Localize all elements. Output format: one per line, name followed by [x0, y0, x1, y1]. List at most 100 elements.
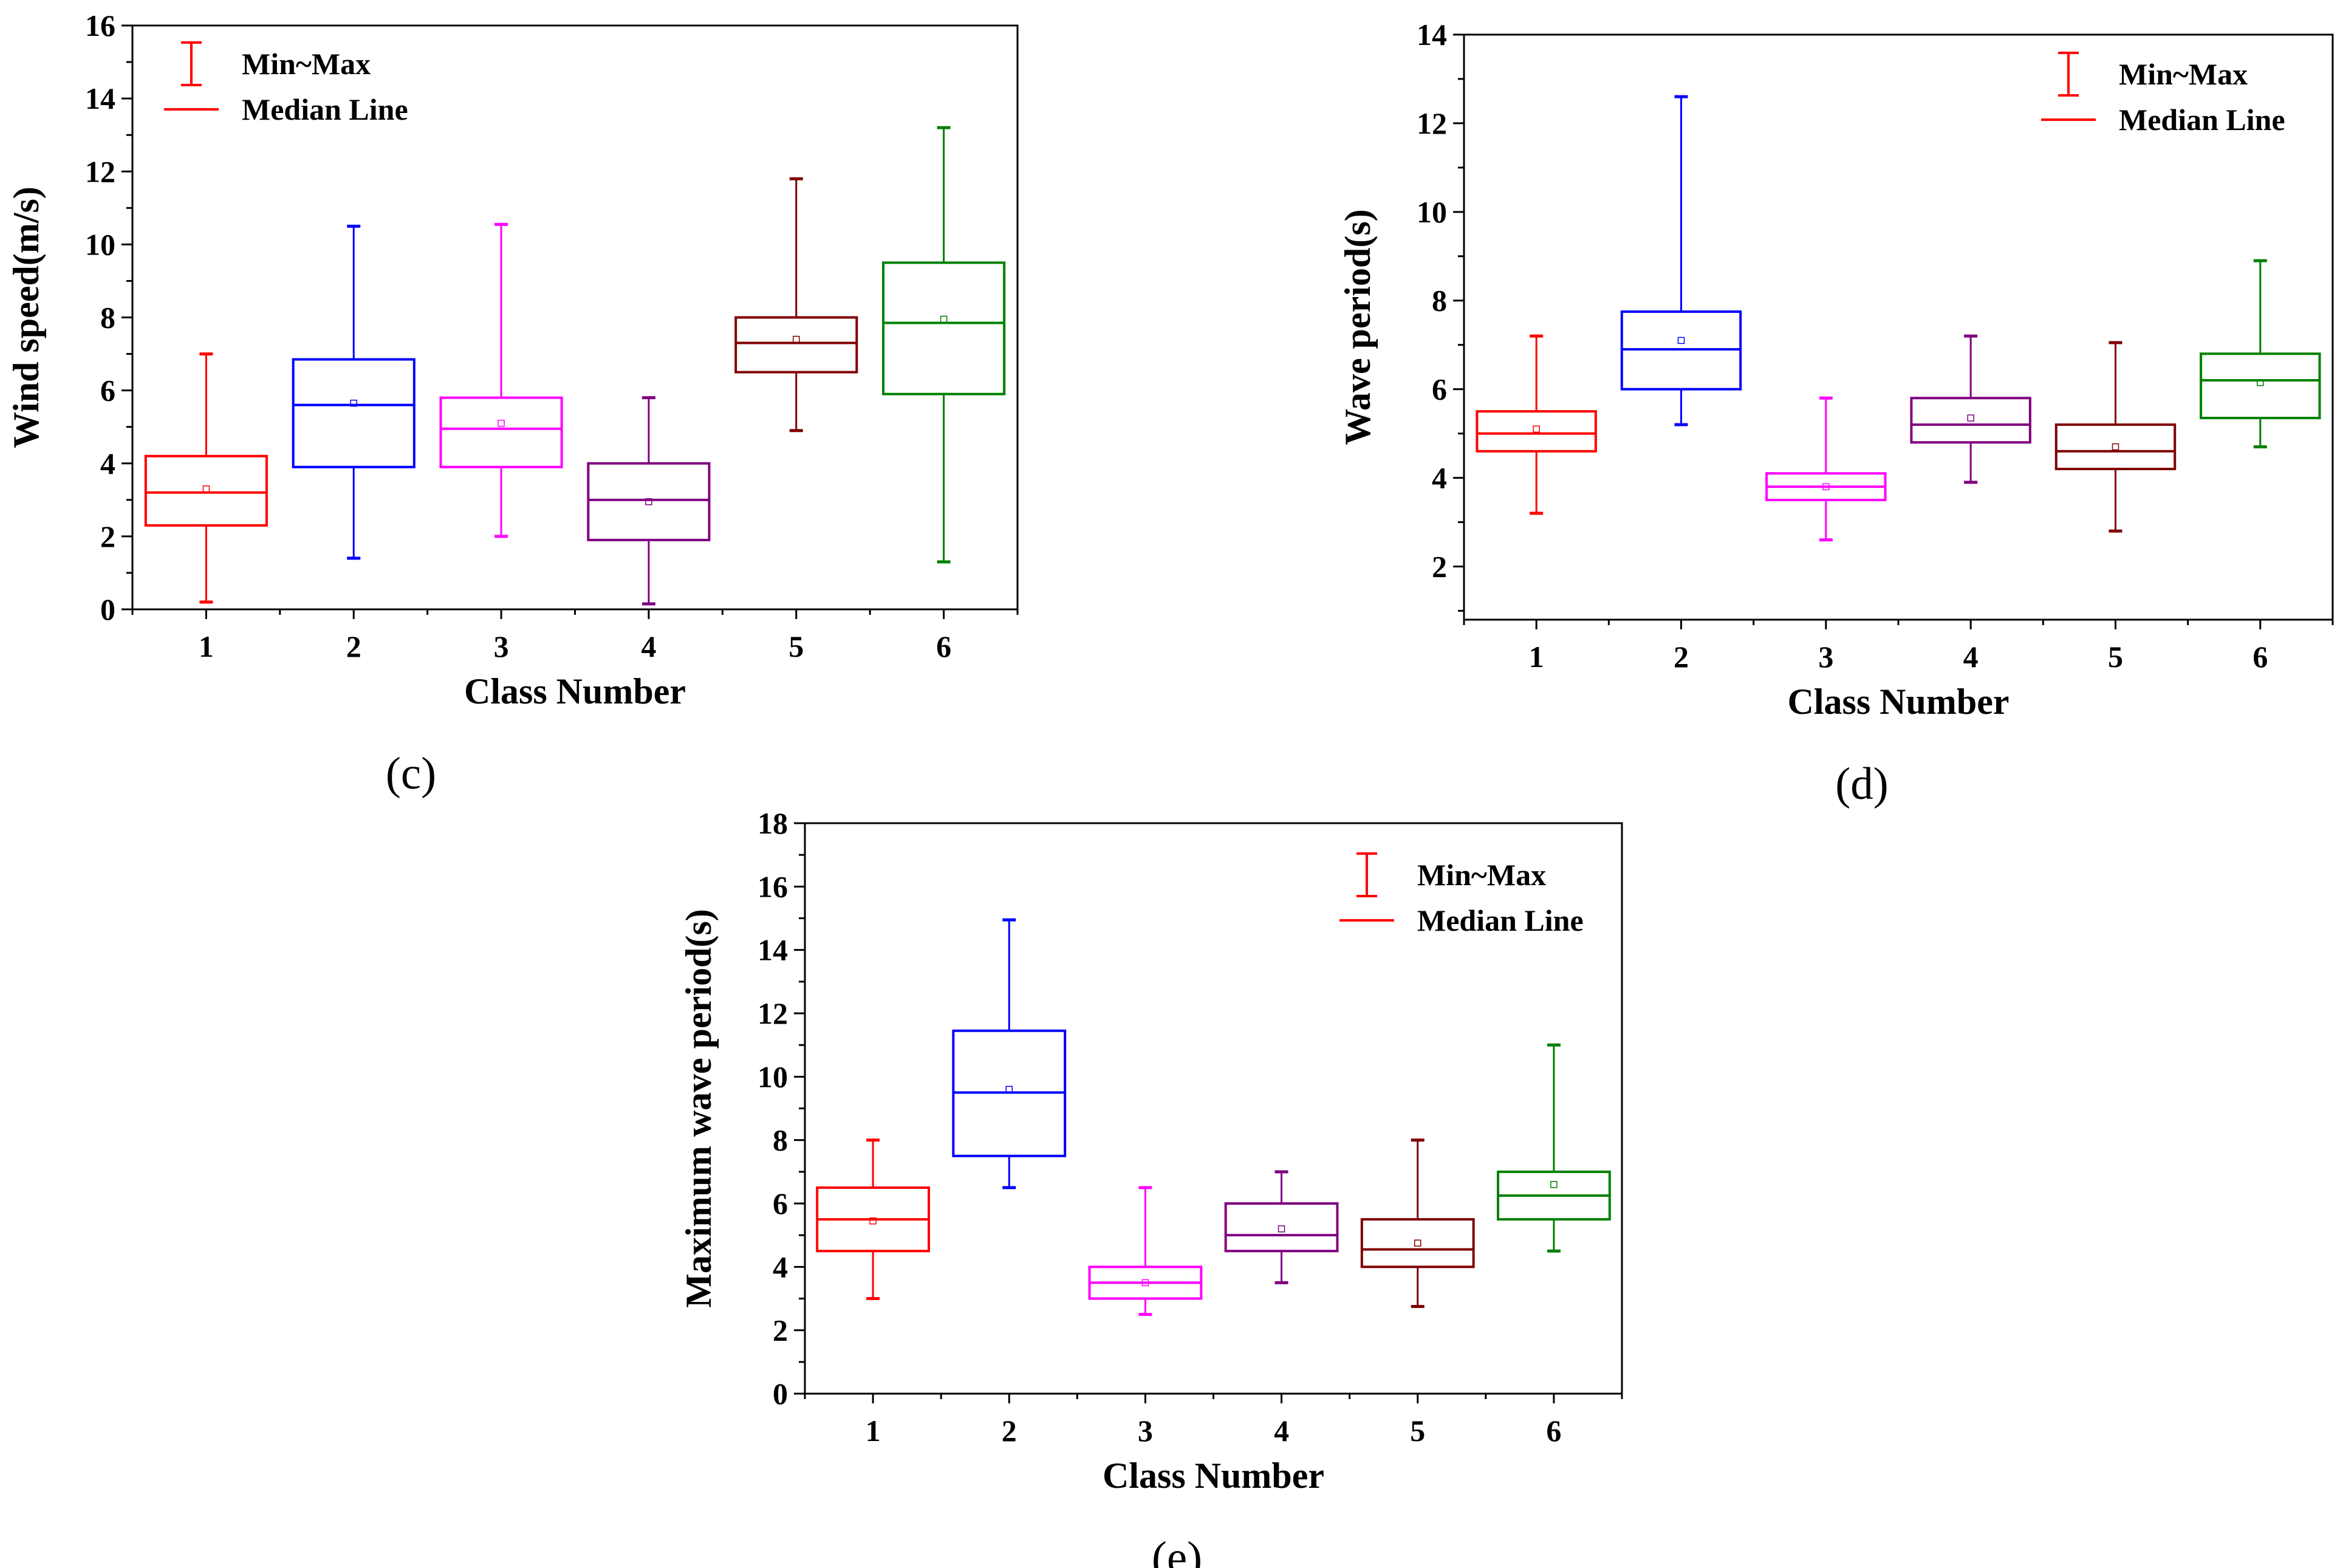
x-tick-label: 2 [1002, 1414, 1017, 1448]
box-class-2 [1620, 95, 1742, 426]
mean-marker [1414, 1239, 1421, 1247]
iqr-box [1224, 1202, 1339, 1253]
y-tick-label: 14 [758, 933, 788, 967]
y-tick-label: 0 [773, 1377, 788, 1411]
box-class-4 [1910, 334, 2031, 484]
x-tick-label: 5 [788, 629, 804, 663]
box-class-4 [587, 396, 711, 606]
box-class-3 [1765, 396, 1887, 542]
x-tick-label: 6 [1546, 1414, 1561, 1448]
x-tick-label: 6 [936, 629, 951, 663]
box-class-6 [882, 126, 1006, 564]
y-tick-label: 10 [1417, 195, 1447, 229]
iqr-box [1476, 410, 1597, 453]
y-tick-label: 16 [85, 9, 115, 43]
y-tick-label: 8 [1432, 284, 1447, 318]
box-class-6 [2200, 259, 2321, 448]
x-tick-label: 4 [1963, 640, 1979, 674]
median-legend-label: Median Line [2119, 103, 2285, 137]
minmax-legend-label: Min~Max [2119, 57, 2248, 91]
box-class-5 [2054, 341, 2177, 533]
y-axis-title: Wave period(s) [1338, 209, 1378, 445]
x-tick-label: 5 [1410, 1414, 1425, 1448]
y-tick-label: 8 [773, 1123, 788, 1157]
y-tick-label: 10 [85, 227, 115, 261]
mean-marker [1550, 1180, 1558, 1188]
x-tick-label: 3 [494, 629, 509, 663]
x-tick-label: 1 [1529, 640, 1544, 674]
mean-marker [1533, 425, 1540, 433]
x-tick-label: 2 [1674, 640, 1689, 674]
box-class-2 [292, 224, 416, 560]
mean-marker [940, 315, 948, 323]
box-class-3 [1088, 1186, 1203, 1316]
y-tick-label: 2 [100, 519, 115, 553]
iqr-box [882, 261, 1006, 395]
box-class-1 [816, 1138, 930, 1300]
x-tick-label: 6 [2252, 640, 2268, 674]
mean-marker [1822, 483, 1830, 490]
legend: Min~Max Median Line [164, 41, 408, 126]
x-tick-label: 3 [1138, 1414, 1153, 1448]
y-tick-label: 16 [758, 869, 788, 903]
iqr-box [292, 358, 416, 468]
box-class-1 [144, 352, 268, 604]
y-tick-label: 6 [773, 1186, 788, 1221]
y-tick-label: 8 [100, 301, 115, 335]
box-class-1 [1476, 334, 1597, 515]
mean-marker [869, 1217, 877, 1225]
y-axis-title: Wind speed(m/s) [6, 187, 46, 448]
mean-marker [2112, 443, 2119, 451]
box-class-4 [1224, 1170, 1339, 1284]
x-axis-title: Class Number [464, 671, 686, 711]
y-tick-label: 4 [100, 447, 115, 481]
mean-marker [793, 335, 800, 343]
mean-marker [1677, 337, 1685, 344]
legend: Min~Max Median Line [1339, 852, 1584, 937]
x-axis-title: Class Number [1103, 1456, 1324, 1496]
x-tick-label: 1 [199, 629, 214, 663]
iqr-box [1360, 1218, 1475, 1268]
panel-label: (d) [1835, 759, 1888, 809]
mean-marker [1967, 414, 1974, 422]
x-tick-label: 1 [866, 1414, 881, 1448]
mean-marker [202, 485, 210, 493]
iqr-box [734, 316, 858, 374]
iqr-box [1910, 397, 2031, 444]
box-class-6 [1497, 1043, 1611, 1253]
y-axis-title: Maximum wave period(s) [679, 909, 719, 1308]
mean-marker [1005, 1086, 1013, 1093]
y-tick-label: 2 [773, 1313, 788, 1347]
x-tick-label: 4 [641, 629, 656, 663]
y-tick-label: 2 [1432, 549, 1447, 583]
y-tick-label: 4 [1432, 461, 1447, 495]
mean-marker [350, 399, 357, 407]
y-tick-label: 12 [1417, 106, 1447, 140]
box-class-3 [439, 222, 563, 538]
x-tick-label: 2 [346, 629, 361, 663]
y-tick-label: 14 [1417, 18, 1447, 52]
iqr-box [587, 462, 711, 541]
mean-marker [498, 419, 505, 427]
y-tick-label: 10 [758, 1060, 788, 1094]
box-class-2 [952, 918, 1067, 1190]
box-class-5 [1360, 1138, 1475, 1309]
iqr-box [144, 454, 268, 527]
panel-label: (e) [1152, 1533, 1202, 1568]
y-tick-label: 4 [773, 1250, 788, 1284]
y-tick-label: 6 [100, 374, 115, 408]
y-tick-label: 6 [1432, 372, 1447, 406]
mean-marker [2257, 378, 2264, 386]
x-axis-title: Class Number [1787, 682, 2009, 722]
mean-marker [645, 498, 652, 505]
panel-label: (c) [386, 748, 436, 799]
y-tick-label: 12 [85, 154, 115, 188]
median-legend-label: Median Line [242, 92, 408, 126]
mean-marker [1278, 1225, 1285, 1233]
box-class-5 [734, 177, 858, 433]
x-tick-label: 4 [1274, 1414, 1289, 1448]
